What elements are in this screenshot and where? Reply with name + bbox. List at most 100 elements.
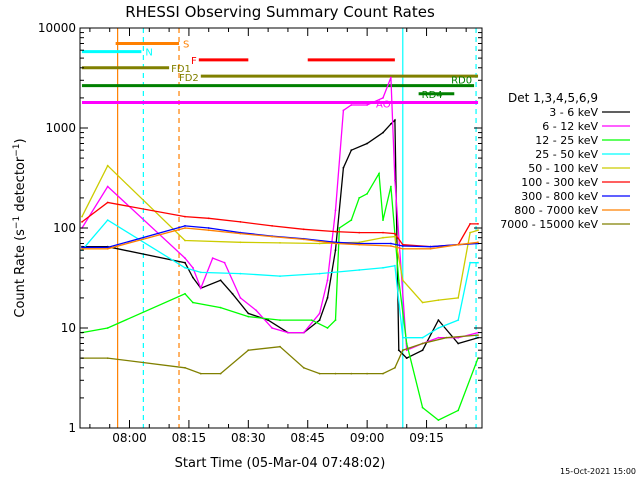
series-point	[81, 246, 83, 249]
series-point	[287, 331, 289, 334]
series-point	[106, 185, 109, 188]
series-point	[271, 235, 273, 238]
series-point	[350, 372, 353, 375]
series-point	[279, 242, 281, 244]
legend-entry-label: 6 - 12 keV	[542, 120, 598, 133]
series-point	[334, 230, 337, 233]
series-point	[207, 217, 210, 220]
series-point	[81, 247, 83, 250]
series-point	[184, 227, 186, 229]
series-point	[326, 279, 329, 282]
series-point	[421, 342, 424, 345]
series-point	[350, 149, 353, 152]
series-point	[279, 275, 281, 277]
y-tick-label: 1	[68, 421, 76, 435]
series-point	[405, 342, 408, 345]
series-point	[211, 257, 214, 259]
series-point	[358, 231, 361, 234]
series-point	[437, 327, 440, 329]
legend-entry-label: 300 - 800 keV	[521, 190, 598, 203]
legend-entry-label: 50 - 100 keV	[528, 162, 598, 175]
series-point	[199, 271, 202, 274]
series-line-3	[81, 219, 478, 339]
series-point	[437, 419, 440, 421]
x-axis: 08:00 08:15 08:30 08:45 09:00 09:15	[89, 28, 467, 445]
series-point	[358, 243, 361, 246]
flag-label-rd0: RD0	[451, 76, 472, 87]
series-point	[394, 366, 396, 369]
series-point	[382, 131, 384, 134]
series-point	[394, 232, 396, 235]
series-point	[184, 366, 186, 369]
series-point	[271, 327, 273, 329]
series-point	[437, 336, 440, 339]
series-point	[437, 319, 440, 321]
series-point	[394, 119, 396, 121]
series-point	[401, 279, 404, 282]
series-point	[401, 245, 404, 247]
series-point	[247, 312, 250, 315]
series-point	[239, 241, 242, 244]
series-point	[326, 297, 329, 299]
series-point	[394, 235, 396, 238]
series-point	[421, 336, 424, 339]
series-line-7	[82, 227, 479, 250]
y-axis-label-end: )	[13, 138, 28, 143]
series-point	[477, 261, 479, 264]
series-point	[302, 238, 305, 241]
series-point	[184, 225, 186, 227]
series-point	[318, 372, 321, 375]
flag-label-fd1: FD1	[171, 64, 191, 75]
series-line-1	[81, 77, 479, 352]
series-point	[271, 225, 273, 227]
series-point	[231, 292, 234, 295]
series-point	[421, 301, 424, 304]
series-point	[310, 319, 313, 321]
y-axis-label-sup2: −1	[12, 143, 22, 156]
series-point	[81, 221, 83, 223]
series-point	[106, 201, 109, 204]
series-point	[405, 357, 408, 359]
series-point	[477, 241, 479, 244]
series-point	[318, 242, 321, 245]
series-point	[239, 272, 242, 275]
series-point	[279, 319, 281, 321]
series-point	[366, 192, 368, 195]
series-point	[397, 349, 400, 352]
y-axis-label-sup1: −1	[12, 216, 22, 229]
series-point	[184, 292, 186, 295]
series-point	[390, 245, 392, 247]
series-point	[469, 223, 471, 225]
legend-title: Det 1,3,4,5,6,9	[508, 91, 598, 105]
series-point	[390, 185, 392, 188]
series-point	[302, 331, 305, 334]
series-point	[334, 372, 337, 375]
series-point	[239, 297, 242, 299]
series-point	[106, 327, 109, 329]
series-point	[219, 372, 222, 375]
series-point	[469, 261, 471, 264]
series-point	[394, 264, 396, 267]
x-tick-label: 09:15	[409, 431, 444, 445]
y-axis-label-main: Count Rate (s	[13, 229, 28, 318]
flag-label-rd4: RD4	[422, 90, 443, 101]
series-point	[421, 406, 424, 409]
legend-entry-label: 7000 - 15000 keV	[500, 218, 598, 231]
series-point	[429, 247, 432, 250]
legend-entry-label: 25 - 50 keV	[535, 148, 598, 161]
series-point	[106, 247, 109, 250]
y-tick-label: 10	[61, 321, 76, 335]
y-tick-label: 10000	[38, 21, 76, 35]
series-point	[334, 319, 337, 321]
series-point	[366, 104, 368, 106]
series-point	[192, 301, 194, 304]
series-point	[445, 336, 448, 339]
series-line-6	[82, 225, 479, 249]
series-point	[184, 215, 186, 218]
legend-entry-label: 100 - 300 keV	[521, 176, 598, 189]
series-point	[302, 228, 305, 231]
series-point	[219, 279, 222, 282]
series-point	[106, 219, 109, 222]
series-point	[338, 227, 341, 229]
